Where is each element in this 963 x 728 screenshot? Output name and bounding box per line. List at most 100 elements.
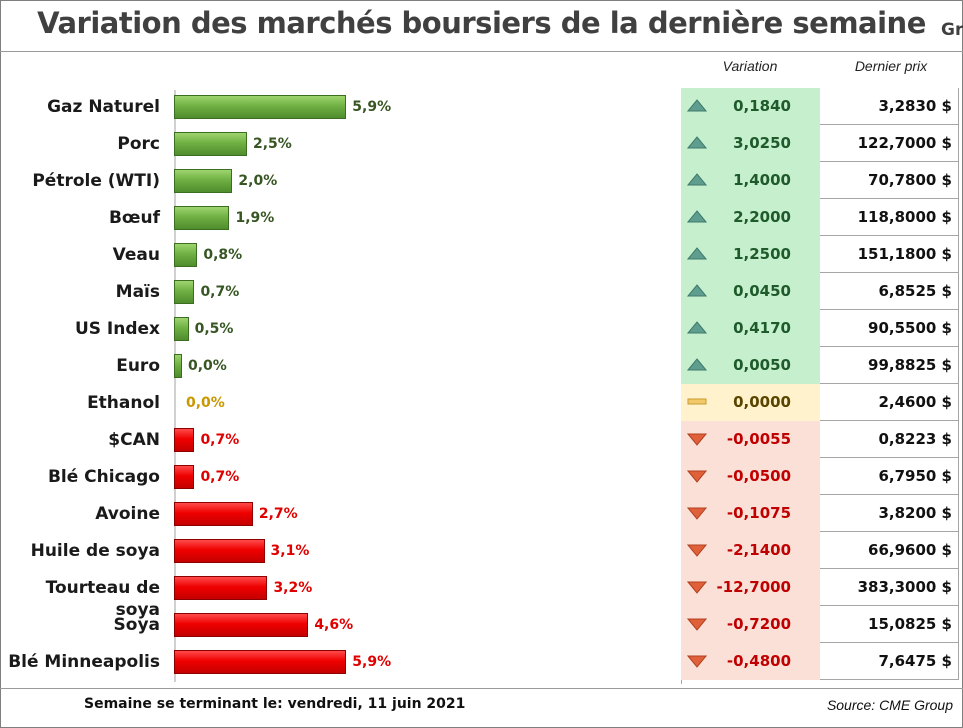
arrow-down-icon [687, 618, 707, 631]
variation-cell: 0,0000 [681, 384, 820, 421]
bar-value-label: 0,5% [194, 320, 234, 337]
bar-neg [174, 501, 253, 526]
variation-value: 0,0050 [733, 356, 791, 374]
bar-value-label: 5,9% [352, 98, 392, 115]
bar-pos [174, 205, 230, 230]
category-label: US Index [74, 318, 160, 339]
category-label: Porc [117, 133, 160, 154]
price-cell: 7,6475 $ [820, 643, 959, 680]
price-value: 90,5500 $ [868, 319, 952, 337]
variation-value: -0,1075 [726, 504, 791, 522]
arrow-up-icon [687, 99, 707, 112]
variation-cell: -0,0500 [681, 458, 820, 495]
price-value: 383,3000 $ [857, 578, 952, 596]
arrow-down-icon [687, 507, 707, 520]
price-cell: 66,9600 $ [820, 532, 959, 569]
bar-pos [174, 131, 247, 156]
variation-value: 0,0000 [733, 393, 791, 411]
price-value: 66,9600 $ [868, 541, 952, 559]
price-value: 99,8825 $ [868, 356, 952, 374]
category-label: Huile de soya [30, 540, 160, 561]
arrow-up-icon [687, 247, 707, 260]
variation-value: 3,0250 [733, 134, 791, 152]
category-label: Bœuf [108, 207, 160, 228]
category-label: Pétrole (WTI) [32, 170, 160, 191]
price-cell: 6,8525 $ [820, 273, 959, 310]
price-value: 0,8223 $ [878, 430, 952, 448]
variation-value: -0,7200 [726, 615, 791, 633]
variation-value: -2,1400 [726, 541, 791, 559]
price-cell: 15,0825 $ [820, 606, 959, 643]
price-cell: 118,8000 $ [820, 199, 959, 236]
bar-value-label: 2,7% [258, 505, 298, 522]
price-cell: 383,3000 $ [820, 569, 959, 606]
arrow-up-icon [687, 210, 707, 223]
price-cell: 3,2830 $ [820, 88, 959, 125]
bar-value-label: 0,7% [200, 468, 240, 485]
price-cell: 70,7800 $ [820, 162, 959, 199]
variation-cell: 0,1840 [681, 88, 820, 125]
price-value: 118,8000 $ [857, 208, 952, 226]
price-value: 3,2830 $ [878, 97, 952, 115]
bar-neg [174, 427, 195, 452]
price-cell: 6,7950 $ [820, 458, 959, 495]
variation-cell: -0,1075 [681, 495, 820, 532]
variation-cell: -2,1400 [681, 532, 820, 569]
category-label: Euro [116, 355, 160, 376]
price-value: 151,1800 $ [857, 245, 952, 263]
variation-cell: 0,4170 [681, 310, 820, 347]
variation-value: 1,4000 [733, 171, 791, 189]
bar-neg [174, 538, 265, 563]
bar-value-label: 4,6% [314, 616, 354, 633]
price-cell: 0,8223 $ [820, 421, 959, 458]
bar-value-label: 3,1% [270, 542, 310, 559]
variation-cell: 0,0050 [681, 347, 820, 384]
price-value: 2,4600 $ [878, 393, 952, 411]
variation-value: 0,4170 [733, 319, 791, 337]
category-label: Blé Chicago [47, 466, 160, 487]
variation-cell: -12,7000 [681, 569, 820, 606]
variation-cell: -0,4800 [681, 643, 820, 680]
arrow-down-icon [687, 655, 707, 668]
bar-neg [174, 649, 347, 674]
title-divider [0, 51, 963, 52]
bar-value-label: 0,0% [188, 357, 227, 374]
price-value: 3,8200 $ [878, 504, 952, 522]
arrow-up-icon [687, 136, 707, 149]
arrow-up-icon [687, 173, 707, 186]
variation-cell: -0,7200 [681, 606, 820, 643]
price-cell: 2,4600 $ [820, 384, 959, 421]
price-cell: 151,1800 $ [820, 236, 959, 273]
bar-neg [174, 464, 195, 489]
price-value: 70,7800 $ [868, 171, 952, 189]
price-value: 15,0825 $ [868, 615, 952, 633]
variation-cell: 3,0250 [681, 125, 820, 162]
price-cell: 99,8825 $ [820, 347, 959, 384]
arrow-up-icon [687, 358, 707, 371]
arrow-down-icon [687, 433, 707, 446]
variation-value: 2,2000 [733, 208, 791, 226]
category-label: Veau [112, 244, 160, 265]
bar-pos [174, 316, 189, 341]
variation-cell: 1,2500 [681, 236, 820, 273]
flat-bar-icon [687, 398, 707, 405]
bar-pos [174, 279, 195, 304]
arrow-down-icon [687, 581, 707, 594]
bar-value-label: 0,0% [186, 394, 225, 411]
bar-neg [174, 575, 268, 600]
price-cell: 90,5500 $ [820, 310, 959, 347]
price-value: 7,6475 $ [878, 652, 952, 670]
variation-value: 0,1840 [733, 97, 791, 115]
category-label: Soya [113, 614, 160, 635]
bar-pos [174, 168, 233, 193]
chart-axis [174, 90, 176, 682]
bar-value-label: 5,9% [352, 653, 392, 670]
price-cell: 3,8200 $ [820, 495, 959, 532]
category-label: Ethanol [87, 392, 160, 413]
category-label: Tourteau de soya [45, 577, 160, 620]
bar-pos [174, 94, 347, 119]
bar-value-label: 0,7% [200, 283, 240, 300]
arrow-up-icon [687, 284, 707, 297]
arrow-down-icon [687, 544, 707, 557]
category-label: Avoine [95, 503, 160, 524]
